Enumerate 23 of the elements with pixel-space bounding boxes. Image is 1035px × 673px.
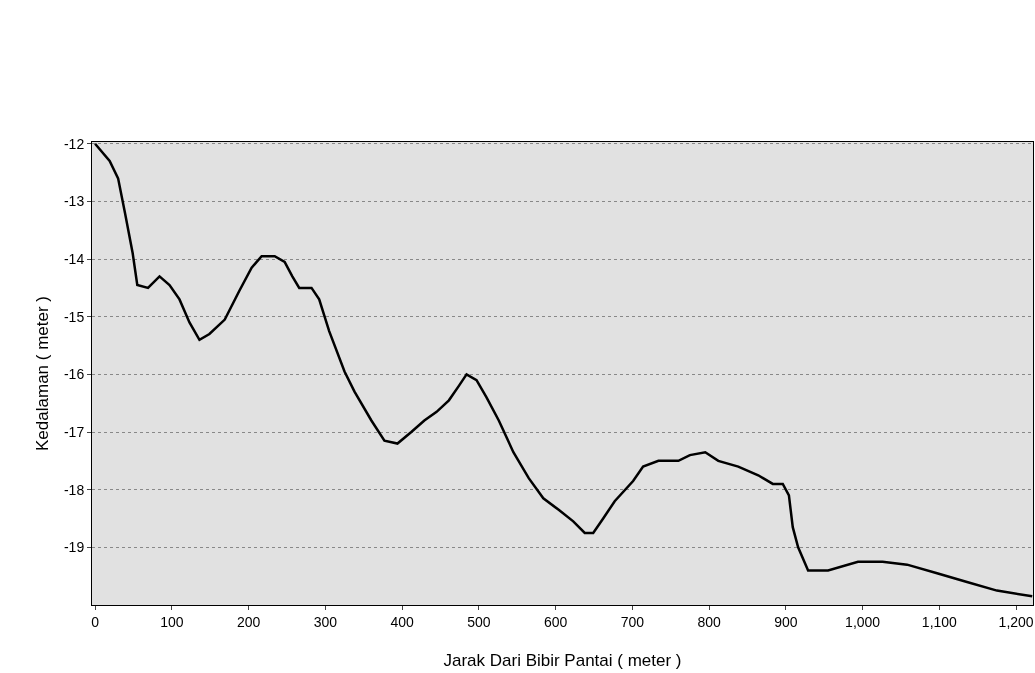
x-tick-label: 1,100	[921, 613, 958, 630]
x-tick-label: 700	[620, 613, 645, 630]
x-tick-label: 300	[313, 613, 338, 630]
x-tick-label: 1,200	[998, 613, 1034, 630]
x-tick-label: 800	[697, 613, 721, 630]
y-tick-label: -19	[63, 539, 85, 556]
y-tick-label: -16	[63, 366, 85, 383]
y-tick-label: -15	[63, 308, 85, 325]
x-tick-label: 900	[774, 613, 798, 630]
x-tick-label: 400	[390, 613, 414, 630]
x-tick-label: 0	[91, 613, 100, 630]
x-axis-title: Jarak Dari Bibir Pantai ( meter )	[443, 651, 682, 670]
x-tick-label: 100	[160, 613, 184, 630]
y-tick-label: -18	[63, 481, 85, 498]
y-tick-label: -12	[63, 135, 85, 152]
y-tick-label: -17	[63, 423, 85, 440]
x-tick-label: 1,000	[845, 613, 881, 630]
y-tick-label: -13	[63, 193, 85, 210]
x-tick-label: 600	[543, 613, 568, 630]
x-tick-label: 500	[467, 613, 491, 630]
y-tick-label: -14	[63, 250, 85, 267]
x-tick-label: 200	[236, 613, 261, 630]
y-axis-title: Kedalaman ( meter )	[33, 296, 52, 451]
